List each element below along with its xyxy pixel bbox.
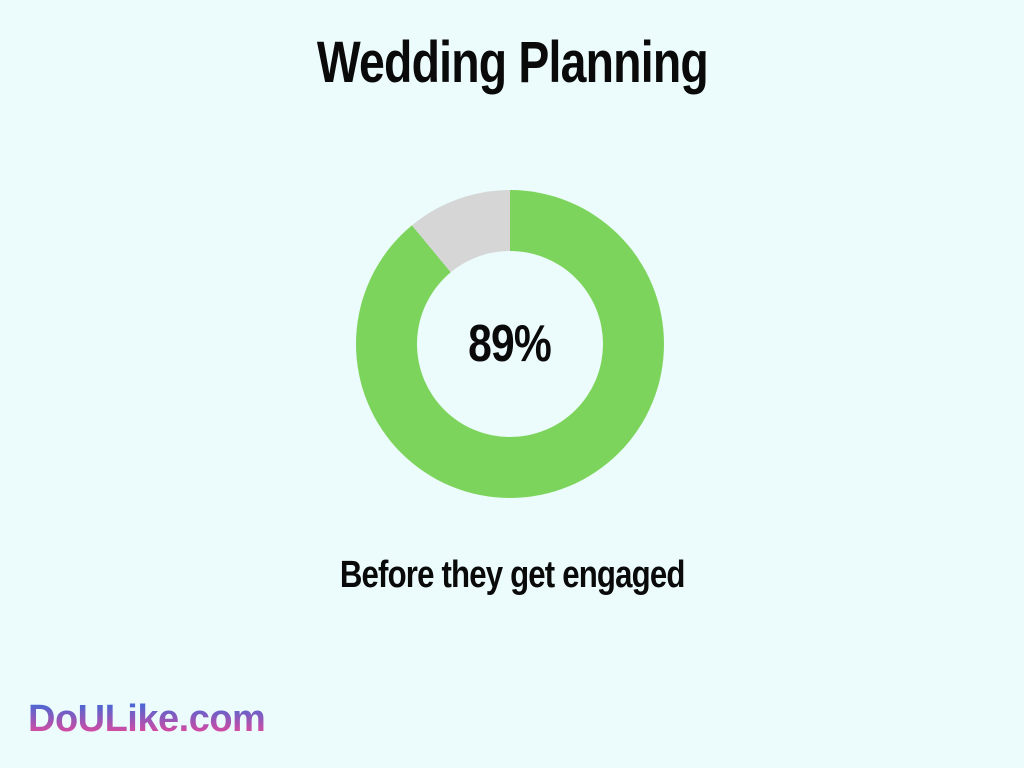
- donut-center-value: 89%: [468, 315, 553, 373]
- caption-container: Before they get engaged: [0, 556, 1024, 594]
- doulike-logo: DoULike.com: [28, 698, 266, 740]
- title-container: Wedding Planning: [0, 34, 1024, 92]
- chart-caption: Before they get engaged: [339, 554, 686, 596]
- page-title: Wedding Planning: [316, 30, 708, 95]
- donut-chart: 89%: [356, 190, 664, 498]
- donut-hole: 89%: [417, 251, 603, 437]
